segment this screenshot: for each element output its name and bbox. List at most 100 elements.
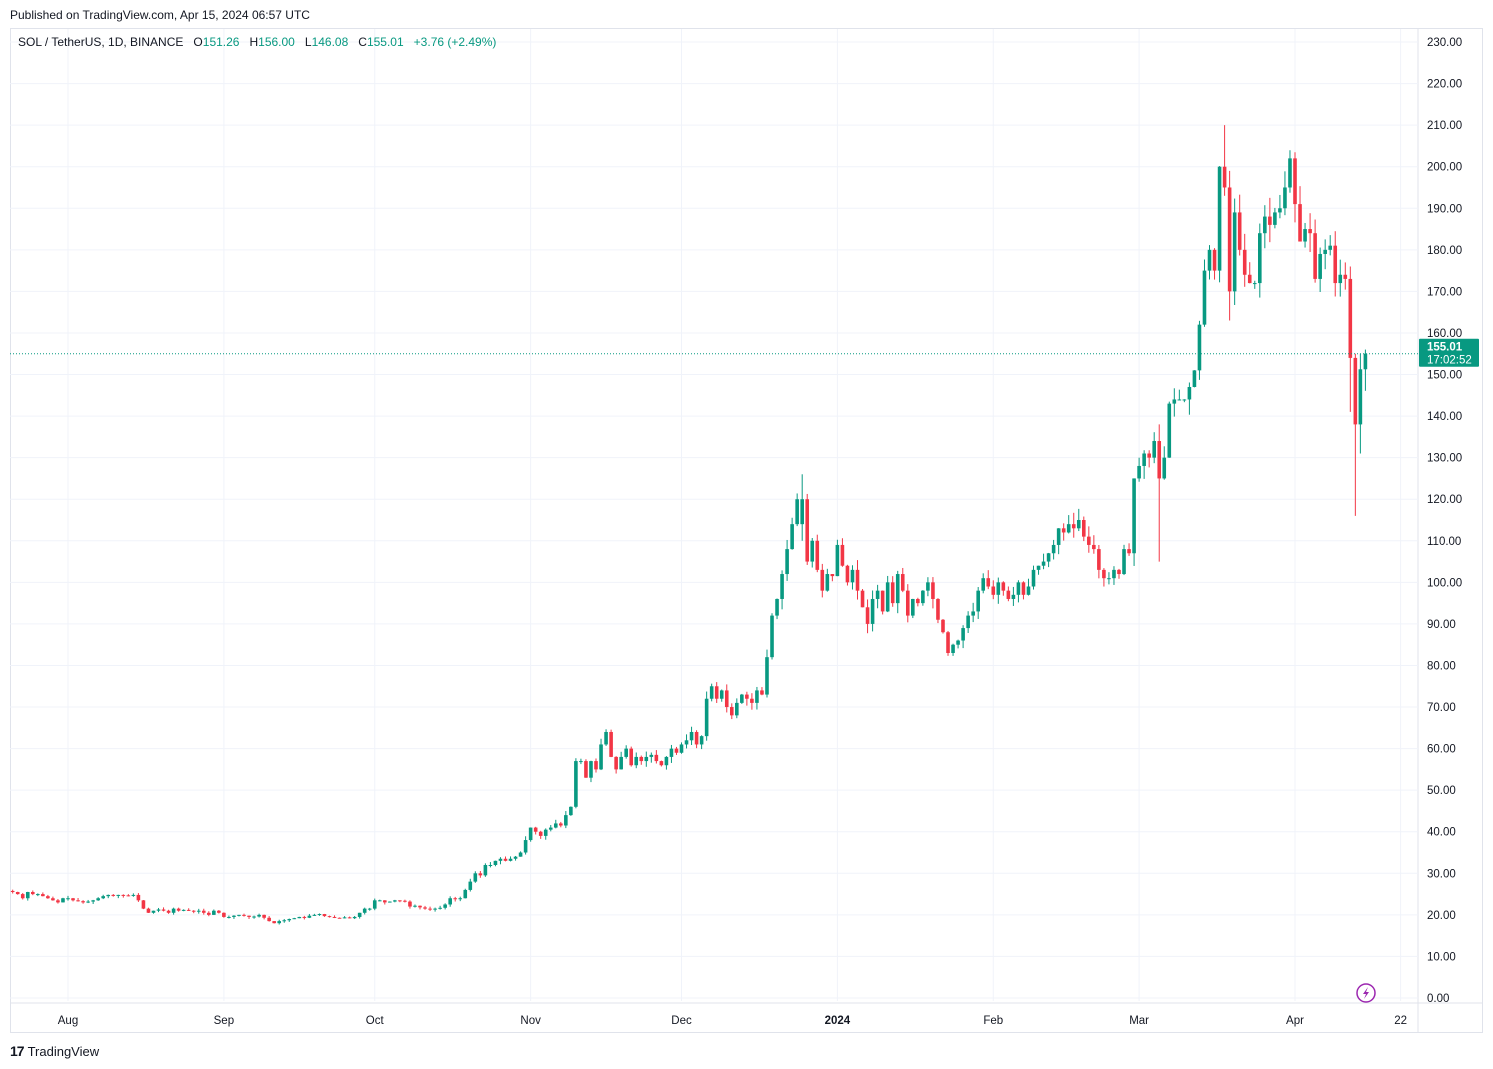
candle bbox=[277, 919, 282, 925]
candle bbox=[232, 915, 236, 919]
candle-body bbox=[880, 590, 885, 612]
candle-body bbox=[1303, 229, 1307, 242]
tradingview-footer[interactable]: 17 TradingView bbox=[10, 1043, 99, 1059]
candle bbox=[196, 908, 201, 914]
candle bbox=[267, 916, 271, 922]
candle bbox=[795, 493, 799, 527]
candle-body bbox=[106, 894, 111, 897]
candle-body bbox=[201, 910, 206, 913]
candle bbox=[1273, 207, 1277, 229]
candle bbox=[1363, 349, 1368, 391]
candle bbox=[559, 821, 563, 828]
candle-body bbox=[664, 756, 669, 766]
candle-body bbox=[448, 898, 452, 905]
candle bbox=[1071, 512, 1076, 538]
candle-body bbox=[91, 900, 95, 902]
candle bbox=[1227, 170, 1232, 321]
candle-body bbox=[302, 916, 307, 918]
candle bbox=[1313, 219, 1317, 283]
candle bbox=[1242, 233, 1247, 287]
price-tick-label: 20.00 bbox=[1427, 910, 1456, 922]
candle-body bbox=[1323, 249, 1327, 254]
candle bbox=[166, 909, 171, 914]
candle-body bbox=[1117, 569, 1121, 575]
candle bbox=[724, 684, 729, 713]
candle-body bbox=[1112, 569, 1116, 579]
candle bbox=[669, 744, 674, 763]
candle bbox=[951, 643, 955, 656]
candle bbox=[302, 915, 307, 920]
candle-body bbox=[342, 917, 347, 919]
candle-body bbox=[634, 756, 639, 766]
lightning-icon[interactable] bbox=[1356, 983, 1376, 1003]
candle bbox=[56, 898, 60, 904]
candle-body bbox=[151, 910, 156, 913]
low-value: 146.08 bbox=[311, 35, 349, 49]
candle-body bbox=[724, 690, 729, 708]
candle bbox=[1197, 320, 1202, 380]
candle-body bbox=[1122, 549, 1126, 575]
candle-body bbox=[1006, 590, 1011, 599]
candle-body bbox=[553, 823, 558, 828]
candle bbox=[714, 682, 719, 703]
candle bbox=[156, 907, 161, 913]
candle-body bbox=[1081, 520, 1086, 537]
candle-body bbox=[860, 590, 865, 608]
candle-body bbox=[372, 900, 377, 909]
candle-body bbox=[423, 907, 427, 909]
candle bbox=[488, 862, 493, 868]
candle-body bbox=[1207, 249, 1212, 271]
candle-body bbox=[357, 912, 362, 917]
candle bbox=[1283, 171, 1287, 216]
candle bbox=[347, 916, 352, 919]
candle bbox=[10, 889, 15, 894]
candle bbox=[1087, 526, 1091, 553]
price-tick-label: 150.00 bbox=[1427, 370, 1462, 382]
candle bbox=[116, 894, 121, 899]
candle-body bbox=[543, 829, 548, 836]
candle bbox=[1036, 565, 1041, 575]
candle bbox=[1303, 222, 1307, 248]
candle bbox=[1167, 401, 1172, 458]
candle bbox=[564, 811, 568, 829]
candle bbox=[740, 693, 744, 704]
candle-body bbox=[875, 590, 880, 599]
candle bbox=[91, 899, 95, 904]
symbol-title[interactable]: SOL / TetherUS, 1D, BINANCE bbox=[18, 35, 184, 49]
candle-body bbox=[865, 607, 870, 624]
candle bbox=[438, 905, 442, 910]
price-tag-value: 155.01 bbox=[1427, 342, 1463, 354]
candle-body bbox=[166, 910, 171, 913]
candle-body bbox=[312, 914, 317, 916]
candle bbox=[790, 517, 794, 550]
candle-body bbox=[1242, 249, 1247, 275]
candle bbox=[548, 825, 553, 832]
candle-body bbox=[292, 918, 297, 920]
candle-body bbox=[71, 898, 75, 901]
candle-body bbox=[367, 908, 372, 910]
candle bbox=[222, 912, 226, 918]
candle-body bbox=[951, 644, 955, 654]
candle-body bbox=[1056, 528, 1061, 545]
candle-body bbox=[393, 900, 397, 902]
candle-body bbox=[463, 889, 468, 899]
candle-body bbox=[287, 919, 292, 921]
candle bbox=[1137, 457, 1141, 482]
candle-body bbox=[66, 898, 70, 900]
candle-body bbox=[584, 761, 588, 778]
candle bbox=[961, 625, 965, 649]
candle-body bbox=[800, 499, 804, 525]
candle bbox=[770, 613, 774, 660]
candle-body bbox=[1087, 536, 1091, 545]
candle-body bbox=[116, 894, 121, 896]
candle-body bbox=[1192, 370, 1197, 387]
candle-body bbox=[398, 900, 402, 902]
candle bbox=[66, 895, 70, 901]
candle-body bbox=[523, 840, 528, 853]
candle bbox=[1288, 150, 1292, 193]
candle bbox=[146, 907, 151, 913]
grid-lines bbox=[10, 29, 1483, 1033]
candle bbox=[1358, 353, 1363, 454]
candle-body bbox=[121, 894, 126, 896]
